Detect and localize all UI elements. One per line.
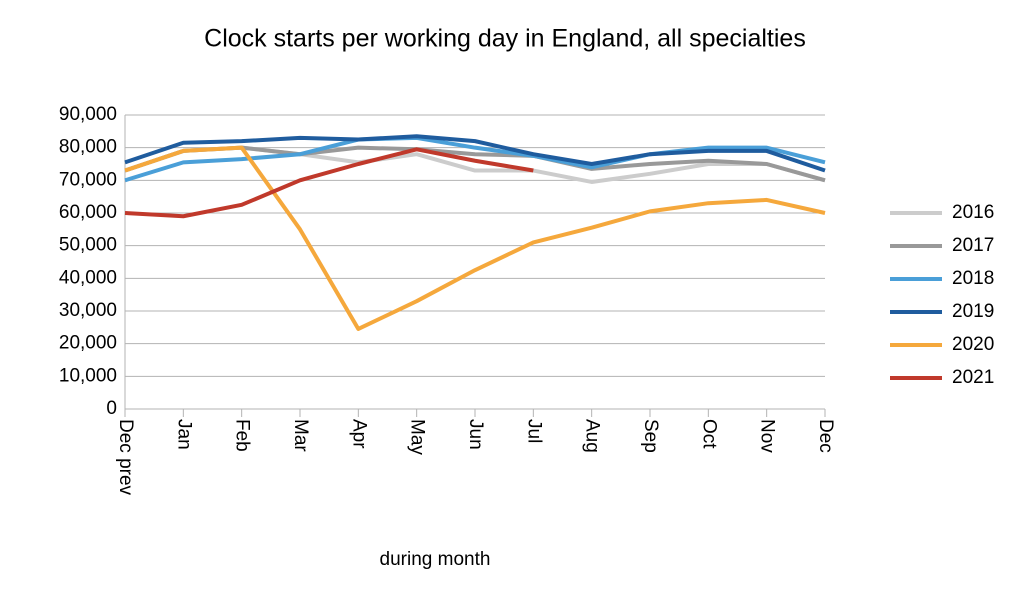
y-tick-label: 10,000 xyxy=(59,365,117,386)
y-tick-label: 30,000 xyxy=(59,300,117,321)
y-tick-label: 90,000 xyxy=(59,104,117,125)
series-line xyxy=(124,147,534,219)
y-tick-label: 50,000 xyxy=(59,235,117,256)
x-tick-label: Nov xyxy=(757,419,778,453)
x-tick-label: Mar xyxy=(290,419,311,452)
legend-label: 2019 xyxy=(952,301,994,322)
x-tick-label: Oct xyxy=(698,419,719,449)
y-tick-label: 60,000 xyxy=(59,202,117,223)
series-line xyxy=(124,134,826,173)
chart-title: Clock starts per working day in England,… xyxy=(204,25,806,53)
x-tick-label: Aug xyxy=(582,419,603,453)
series-line xyxy=(124,145,826,331)
y-tick-label: 0 xyxy=(106,398,117,419)
series-line xyxy=(124,135,826,183)
x-tick-label: Feb xyxy=(232,419,253,452)
x-tick-label: Sep xyxy=(640,419,661,453)
legend-label: 2021 xyxy=(952,367,994,388)
y-tick-label: 80,000 xyxy=(59,137,117,158)
x-tick-label: Jul xyxy=(523,419,544,443)
legend-label: 2017 xyxy=(952,235,994,256)
y-tick-label: 40,000 xyxy=(59,267,117,288)
x-tick-label: Apr xyxy=(348,419,369,449)
x-tick-label: Jun xyxy=(465,419,486,450)
legend-label: 2016 xyxy=(952,202,994,223)
x-tick-label: Dec prev xyxy=(115,419,136,496)
legend-label: 2020 xyxy=(952,334,994,355)
x-tick-label: Jan xyxy=(173,419,194,450)
y-tick-label: 70,000 xyxy=(59,169,117,190)
y-tick-label: 20,000 xyxy=(59,333,117,354)
x-tick-label: May xyxy=(407,419,428,455)
legend-label: 2018 xyxy=(952,268,994,289)
x-tick-label: Dec xyxy=(815,419,836,453)
x-axis-label: during month xyxy=(380,549,491,570)
